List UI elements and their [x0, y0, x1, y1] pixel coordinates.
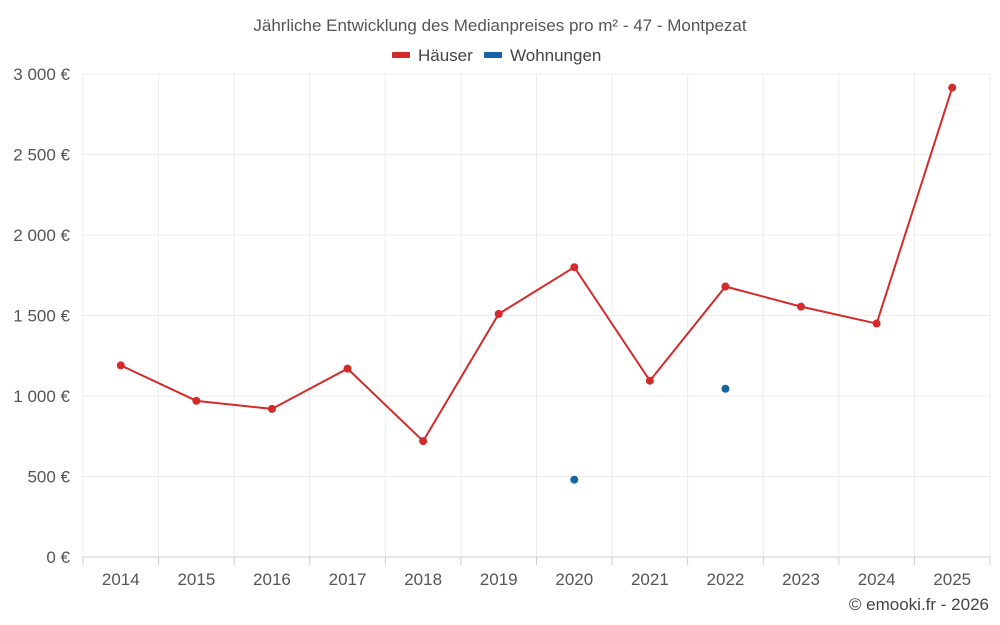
legend: Häuser Wohnungen — [392, 46, 601, 65]
legend-label-wohnungen: Wohnungen — [510, 46, 601, 65]
x-tick-label: 2015 — [177, 570, 215, 589]
data-point-haeuser-2017[interactable] — [343, 364, 352, 373]
legend-swatch-haeuser — [392, 52, 410, 58]
x-tick-label: 2021 — [631, 570, 669, 589]
data-point-haeuser-2020[interactable] — [570, 263, 579, 272]
y-axis-ticks: 0 € 500 € 1 000 € 1 500 € 2 000 € 2 500 € 3 00… — [13, 65, 70, 567]
x-axis-ticks: 2014 2015 2016 2017 2018 2019 2020 2021 2022 2023… — [102, 570, 971, 589]
data-point-haeuser-2022[interactable] — [721, 282, 730, 291]
y-tick-label: 500 € — [27, 468, 70, 487]
grid — [82, 73, 991, 557]
y-tick-label: 1 000 € — [13, 387, 70, 406]
data-point-haeuser-2023[interactable] — [797, 302, 806, 311]
data-point-haeuser-2016[interactable] — [267, 404, 276, 413]
x-tick-label: 2023 — [782, 570, 820, 589]
x-tick-label: 2020 — [555, 570, 593, 589]
series-wohnungen — [570, 384, 730, 484]
data-point-haeuser-2014[interactable] — [116, 361, 125, 370]
legend-swatch-wohnungen — [484, 52, 502, 58]
data-point-haeuser-2019[interactable] — [494, 309, 503, 318]
x-tick-label: 2017 — [329, 570, 367, 589]
data-point-wohnungen-2020[interactable] — [570, 475, 579, 484]
x-tick-label: 2022 — [707, 570, 745, 589]
data-point-haeuser-2024[interactable] — [872, 319, 881, 328]
series — [116, 83, 957, 484]
legend-item-haeuser[interactable]: Häuser — [392, 46, 473, 65]
chart-title: Jährliche Entwicklung des Medianpreises … — [253, 16, 747, 35]
axes — [82, 556, 991, 565]
series-haeuser — [116, 83, 957, 446]
x-tick-label: 2024 — [858, 570, 896, 589]
x-tick-label: 2025 — [933, 570, 971, 589]
x-tick-label: 2014 — [102, 570, 140, 589]
data-point-haeuser-2018[interactable] — [419, 437, 428, 446]
legend-label-haeuser: Häuser — [418, 46, 473, 65]
x-tick-label: 2016 — [253, 570, 291, 589]
data-point-wohnungen-2022[interactable] — [721, 384, 730, 393]
y-tick-label: 0 € — [46, 548, 70, 567]
y-tick-label: 2 000 € — [13, 226, 70, 245]
data-point-haeuser-2021[interactable] — [645, 376, 654, 385]
x-tick-label: 2019 — [480, 570, 518, 589]
y-tick-label: 3 000 € — [13, 65, 70, 84]
x-tick-label: 2018 — [404, 570, 442, 589]
y-tick-label: 2 500 € — [13, 146, 70, 165]
credit-text: © emooki.fr - 2026 — [849, 595, 989, 614]
data-point-haeuser-2015[interactable] — [192, 396, 201, 405]
data-point-haeuser-2025[interactable] — [948, 83, 957, 92]
legend-item-wohnungen[interactable]: Wohnungen — [484, 46, 601, 65]
series-line-haeuser — [120, 87, 954, 443]
y-tick-label: 1 500 € — [13, 307, 70, 326]
